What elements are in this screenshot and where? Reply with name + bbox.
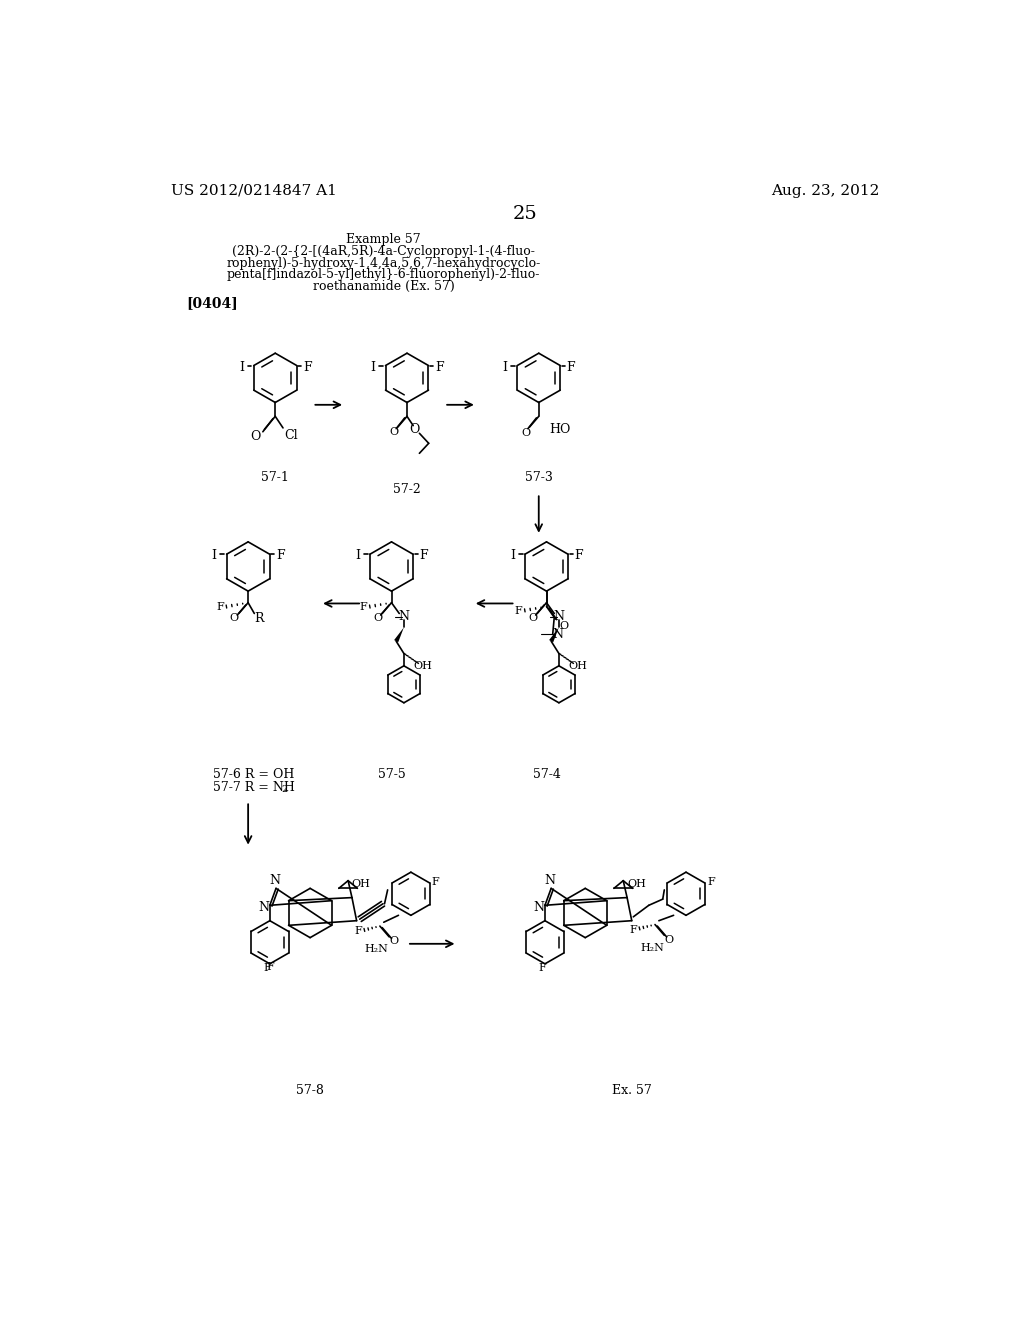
Text: N: N	[269, 874, 280, 887]
Text: O: O	[389, 936, 398, 946]
Text: H₂N: H₂N	[640, 942, 664, 953]
Text: F: F	[216, 602, 224, 612]
Text: F: F	[432, 878, 439, 887]
Text: N: N	[553, 610, 564, 623]
Text: penta[f]indazol-5-yl]ethyl}-6-fluorophenyl)-2-fluo-: penta[f]indazol-5-yl]ethyl}-6-fluorophen…	[227, 268, 541, 281]
Text: (2R)-2-(2-{2-[(4aR,5R)-4a-Cyclopropyl-1-(4-fluo-: (2R)-2-(2-{2-[(4aR,5R)-4a-Cyclopropyl-1-…	[232, 246, 536, 259]
Text: 57-1: 57-1	[261, 471, 289, 484]
Text: N: N	[552, 628, 563, 640]
Text: R: R	[254, 611, 264, 624]
Text: O: O	[229, 612, 239, 623]
Text: 57-7 R = NH: 57-7 R = NH	[213, 781, 295, 795]
Text: Example 57: Example 57	[346, 232, 421, 246]
Text: F: F	[276, 549, 285, 562]
Text: 57-5: 57-5	[378, 768, 406, 781]
Text: O: O	[665, 935, 674, 945]
Text: H₂N: H₂N	[365, 944, 389, 954]
Text: F: F	[359, 602, 368, 612]
Text: O: O	[521, 428, 530, 437]
Text: [0404]: [0404]	[186, 296, 238, 310]
Text: F: F	[266, 962, 273, 972]
Text: F: F	[515, 606, 522, 616]
Text: F: F	[435, 360, 443, 374]
Text: F: F	[574, 549, 583, 562]
Text: O: O	[373, 612, 382, 623]
Text: Cl: Cl	[284, 429, 298, 442]
Text: OH: OH	[568, 661, 587, 671]
Text: OH: OH	[627, 879, 646, 888]
Polygon shape	[549, 627, 559, 643]
Text: F: F	[707, 878, 715, 887]
Text: 2: 2	[282, 785, 288, 795]
Text: F: F	[420, 549, 428, 562]
Text: roethanamide (Ex. 57): roethanamide (Ex. 57)	[313, 280, 455, 293]
Text: O: O	[410, 422, 420, 436]
Text: I: I	[510, 549, 515, 562]
Text: O: O	[528, 612, 538, 623]
Text: O: O	[559, 620, 568, 631]
Text: HO: HO	[550, 422, 571, 436]
Text: N: N	[544, 874, 555, 887]
Text: 25: 25	[512, 205, 538, 223]
Text: Ex. 57: Ex. 57	[612, 1084, 651, 1097]
Text: OH: OH	[413, 661, 432, 671]
Text: N: N	[398, 610, 410, 623]
Text: I: I	[503, 360, 507, 374]
Text: O: O	[250, 430, 260, 444]
Text: I: I	[355, 549, 360, 562]
Text: I: I	[239, 360, 244, 374]
Text: Aug. 23, 2012: Aug. 23, 2012	[771, 183, 880, 198]
Text: O: O	[389, 426, 398, 437]
Text: 57-2: 57-2	[393, 483, 421, 496]
Polygon shape	[394, 627, 403, 643]
Text: 57-3: 57-3	[525, 471, 553, 484]
Text: 57-8: 57-8	[296, 1084, 324, 1097]
Text: F: F	[354, 927, 362, 936]
Text: N: N	[258, 902, 269, 915]
Text: F: F	[303, 360, 312, 374]
Text: F: F	[630, 925, 637, 935]
Text: F: F	[566, 360, 575, 374]
Text: I: I	[212, 549, 217, 562]
Text: F: F	[263, 964, 271, 973]
Text: F: F	[539, 964, 547, 973]
Text: N: N	[534, 902, 544, 915]
Text: 57-4: 57-4	[532, 768, 560, 781]
Text: OH: OH	[352, 879, 371, 888]
Text: rophenyl)-5-hydroxy-1,4,4a,5,6,7-hexahydrocyclo-: rophenyl)-5-hydroxy-1,4,4a,5,6,7-hexahyd…	[226, 256, 541, 269]
Text: 57-6 R = OH: 57-6 R = OH	[213, 768, 295, 781]
Text: I: I	[371, 360, 376, 374]
Text: US 2012/0214847 A1: US 2012/0214847 A1	[171, 183, 337, 198]
